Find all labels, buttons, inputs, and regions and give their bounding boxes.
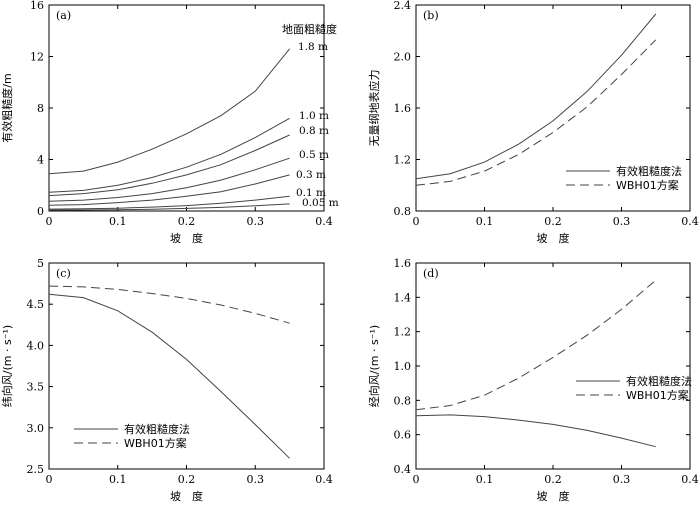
panel-label: (c) [56, 267, 71, 280]
y-tick-label: 1.6 [394, 257, 412, 270]
panel-b: 0 0.1 0.2 0.3 0.4 0.8 1.2 1.6 2.0 2.4 坡 度 无量纲地表应力 (b… [367, 0, 699, 245]
y-tick-label: 0.8 [394, 205, 412, 218]
y-tick-label: 1.2 [394, 154, 412, 167]
curve-label: 0.1 m [296, 187, 326, 199]
x-tick-label: 0.2 [544, 215, 562, 228]
series-line-1 [415, 13, 657, 180]
series-line-6 [48, 195, 290, 210]
y-tick-label: 4 [37, 154, 44, 167]
legend-label: 有效粗糙度法 [124, 422, 190, 436]
plot-frame [415, 262, 691, 470]
y-tick-label: 1.4 [394, 291, 412, 304]
legend-title: 地面粗糙度 [282, 22, 337, 36]
series-line-2 [48, 117, 290, 193]
y-tick-label: 1.2 [394, 326, 412, 339]
x-tick-label: 0.3 [613, 473, 631, 486]
series-line-1 [48, 48, 290, 175]
y-tick-label: 5 [37, 257, 44, 270]
series-line-4 [48, 157, 290, 202]
curve-label: 1.0 m [299, 110, 329, 122]
x-tick-label: 0.4 [315, 215, 333, 228]
series-line-2 [415, 279, 657, 411]
series-line-7 [48, 203, 290, 211]
y-tick-label: 0 [37, 205, 44, 218]
x-tick-label: 0.1 [109, 473, 127, 486]
x-tick-label: 0.2 [544, 473, 562, 486]
y-tick-label: 4.5 [27, 298, 45, 311]
legend-label: WBH01方案 [124, 436, 187, 450]
x-tick-label: 0.4 [681, 215, 699, 228]
curve-label: 0.8 m [299, 125, 329, 137]
x-tick-label: 0.3 [613, 215, 631, 228]
x-tick-label: 0.2 [178, 215, 196, 228]
y-tick-label: 2.0 [394, 51, 412, 64]
x-tick-label: 0.3 [247, 473, 265, 486]
x-tick-label: 0.4 [315, 473, 333, 486]
panel-label: (d) [423, 267, 439, 280]
series-line-1 [415, 414, 656, 448]
x-tick-label: 0.4 [681, 473, 699, 486]
y-tick-label: 3.0 [27, 422, 45, 435]
legend-label: 有效粗糙度法 [616, 164, 682, 178]
panel-label: (a) [56, 9, 71, 22]
x-tick-label: 0.1 [476, 215, 494, 228]
x-tick-label: 0.1 [109, 215, 127, 228]
series-line-3 [48, 134, 290, 197]
legend-label: WBH01方案 [626, 388, 689, 402]
series-line-1 [48, 293, 290, 459]
x-tick-label: 0 [46, 215, 53, 228]
x-axis-label: 坡 度 [537, 231, 570, 245]
y-tick-label: 16 [30, 0, 44, 12]
legend-label: WBH01方案 [616, 178, 679, 192]
panel-d: 0 0.1 0.2 0.3 0.4 0.4 0.6 0.8 1.0 1.2 1.4 1.6 坡 度 经向风… [367, 257, 699, 503]
curve-label: 1.8 m [298, 41, 328, 53]
x-axis-label: 坡 度 [170, 231, 203, 245]
x-tick-label: 0 [413, 473, 420, 486]
x-tick-label: 0.2 [178, 473, 196, 486]
y-tick-label: 4.0 [27, 339, 45, 352]
y-tick-label: 3.5 [27, 381, 45, 394]
x-tick-label: 0.3 [247, 215, 265, 228]
series-line-2 [415, 39, 657, 186]
y-tick-label: 0.8 [394, 394, 412, 407]
y-tick-label: 1.6 [394, 102, 412, 115]
x-tick-label: 0.1 [476, 473, 494, 486]
y-axis-label: 有效粗糙度/m [0, 73, 14, 142]
panel-c: 0 0.1 0.2 0.3 0.4 2.5 3.0 3.5 4.0 4.5 5 坡 度 纬向风/(m ·… [0, 257, 333, 503]
series-line-5 [48, 174, 290, 206]
panel-label: (b) [423, 9, 439, 22]
y-axis-label: 经向风/(m · s⁻¹) [367, 325, 381, 407]
x-axis-label: 坡 度 [170, 489, 203, 503]
y-tick-label: 8 [37, 102, 44, 115]
y-tick-label: 2.5 [27, 463, 45, 476]
curve-label: 0.5 m [299, 149, 329, 161]
legend-label: 有效粗糙度法 [626, 374, 692, 388]
curve-label: 0.3 m [296, 169, 326, 181]
y-axis-label: 无量纲地表应力 [367, 70, 381, 147]
x-tick-label: 0 [413, 215, 420, 228]
y-tick-label: 12 [30, 51, 44, 64]
x-axis-label: 坡 度 [537, 489, 570, 503]
y-tick-label: 0.4 [394, 463, 412, 476]
x-tick-label: 0 [46, 473, 53, 486]
panel-a: 0 0.1 0.2 0.3 0.4 0 4 8 12 16 坡 度 有效粗糙度/m (a) 地面粗糙度 1.… [0, 0, 339, 245]
y-tick-label: 2.4 [394, 0, 412, 12]
y-axis-label: 纬向风/(m · s⁻¹) [0, 325, 14, 407]
y-tick-label: 1.0 [394, 360, 412, 373]
series-line-2 [48, 285, 290, 324]
curve-label: 0.05 m [302, 197, 339, 209]
y-tick-label: 0.6 [394, 429, 412, 442]
